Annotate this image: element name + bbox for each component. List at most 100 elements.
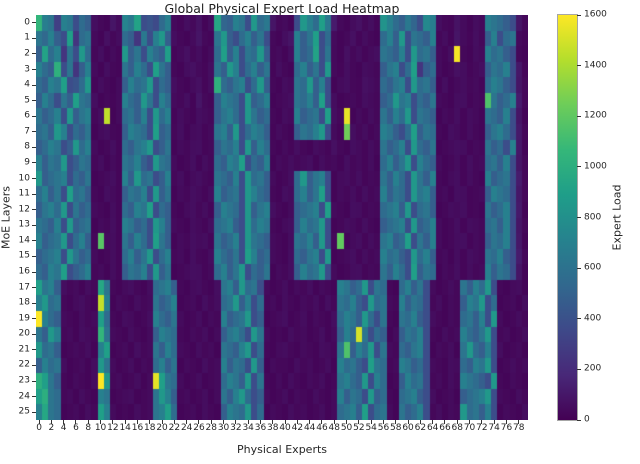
x-tick-mark bbox=[358, 420, 360, 424]
colorbar-tick-mark bbox=[577, 368, 581, 370]
chart-title: Global Physical Expert Load Heatmap bbox=[164, 1, 400, 16]
y-tick-label: 17 bbox=[18, 282, 30, 293]
x-tick-mark bbox=[493, 420, 495, 424]
x-tick-label: 20 bbox=[156, 423, 168, 433]
y-tick-mark bbox=[32, 396, 36, 398]
colorbar-tick-label: 400 bbox=[584, 313, 602, 324]
x-tick-label: 64 bbox=[426, 423, 439, 433]
x-tick-mark bbox=[87, 420, 89, 424]
x-tick-mark bbox=[407, 420, 409, 424]
x-tick-label: 72 bbox=[476, 423, 488, 433]
y-tick-mark bbox=[32, 100, 36, 102]
x-tick-label: 54 bbox=[365, 423, 377, 433]
colorbar-tick-label: 800 bbox=[584, 212, 602, 222]
colorbar-tick-label: 1000 bbox=[584, 161, 607, 172]
x-tick-mark bbox=[505, 420, 507, 424]
colorbar-tick-label: 600 bbox=[584, 262, 602, 273]
y-tick-mark bbox=[32, 302, 36, 304]
x-tick-mark bbox=[173, 420, 175, 424]
y-tick-mark bbox=[32, 333, 36, 335]
y-tick-label: 11 bbox=[18, 188, 30, 199]
y-tick-mark bbox=[32, 380, 36, 382]
x-axis-label: Physical Experts bbox=[236, 443, 328, 456]
x-tick-label: 74 bbox=[488, 423, 500, 433]
x-tick-mark bbox=[309, 420, 311, 424]
x-tick-mark bbox=[210, 420, 212, 424]
x-tick-mark bbox=[444, 420, 446, 424]
colorbar-tick-mark bbox=[577, 267, 581, 269]
y-tick-mark bbox=[32, 364, 36, 366]
x-tick-mark bbox=[124, 420, 126, 424]
x-tick-mark bbox=[272, 420, 274, 424]
x-tick-label: 16 bbox=[131, 423, 144, 433]
x-tick-mark bbox=[432, 420, 434, 424]
y-tick-label: 8 bbox=[24, 141, 30, 152]
x-tick-mark bbox=[38, 420, 40, 424]
y-tick-label: 25 bbox=[18, 406, 30, 417]
y-tick-mark bbox=[32, 146, 36, 148]
x-tick-label: 66 bbox=[439, 423, 451, 433]
y-tick-label: 12 bbox=[18, 204, 30, 215]
y-tick-label: 24 bbox=[18, 391, 30, 402]
x-tick-label: 12 bbox=[107, 423, 119, 433]
y-tick-label: 21 bbox=[18, 344, 30, 355]
colorbar-tick-mark bbox=[577, 65, 581, 67]
colorbar-tick-mark bbox=[577, 14, 581, 16]
y-tick-mark bbox=[32, 318, 36, 320]
y-tick-label: 1 bbox=[24, 32, 30, 43]
y-tick-mark bbox=[32, 209, 36, 211]
y-tick-label: 19 bbox=[18, 313, 30, 324]
x-tick-mark bbox=[419, 420, 421, 424]
x-tick-label: 18 bbox=[144, 423, 156, 433]
x-tick-mark bbox=[223, 420, 225, 424]
y-tick-label: 18 bbox=[18, 297, 30, 308]
colorbar-label: Expert Load bbox=[610, 184, 624, 251]
x-tick-label: 6 bbox=[73, 423, 79, 433]
x-tick-label: 68 bbox=[451, 423, 463, 433]
y-tick-mark bbox=[32, 84, 36, 86]
x-tick-mark bbox=[321, 420, 323, 424]
x-tick-mark bbox=[382, 420, 384, 424]
x-tick-label: 22 bbox=[168, 423, 181, 433]
x-tick-label: 28 bbox=[205, 423, 217, 433]
x-tick-mark bbox=[259, 420, 261, 424]
y-tick-mark bbox=[32, 240, 36, 242]
x-tick-label: 40 bbox=[279, 423, 291, 433]
colorbar bbox=[557, 14, 578, 421]
x-tick-label: 52 bbox=[353, 423, 365, 433]
colorbar-tick-label: 0 bbox=[584, 414, 590, 425]
x-tick-mark bbox=[198, 420, 200, 424]
y-axis-label: MoE Layers bbox=[0, 185, 13, 250]
y-tick-mark bbox=[32, 178, 36, 180]
x-tick-label: 76 bbox=[500, 423, 513, 433]
y-tick-mark bbox=[32, 255, 36, 257]
x-tick-mark bbox=[481, 420, 483, 424]
x-tick-mark bbox=[284, 420, 286, 424]
x-tick-mark bbox=[186, 420, 188, 424]
x-tick-label: 8 bbox=[85, 423, 92, 433]
x-tick-label: 0 bbox=[36, 423, 42, 433]
x-tick-label: 62 bbox=[414, 423, 427, 433]
x-tick-mark bbox=[518, 420, 520, 424]
y-tick-mark bbox=[32, 37, 36, 39]
x-tick-label: 56 bbox=[377, 423, 390, 433]
y-tick-mark bbox=[32, 224, 36, 226]
y-tick-label: 15 bbox=[18, 250, 30, 261]
x-tick-label: 24 bbox=[180, 423, 193, 433]
y-tick-mark bbox=[32, 22, 36, 24]
y-tick-label: 3 bbox=[24, 64, 30, 75]
y-tick-label: 2 bbox=[24, 48, 30, 59]
colorbar-tick-mark bbox=[577, 166, 581, 168]
y-tick-label: 4 bbox=[24, 79, 30, 90]
y-tick-label: 14 bbox=[18, 235, 30, 246]
y-tick-mark bbox=[32, 349, 36, 351]
x-tick-mark bbox=[395, 420, 397, 424]
y-tick-mark bbox=[32, 69, 36, 71]
x-tick-label: 38 bbox=[267, 423, 279, 433]
x-tick-label: 58 bbox=[390, 423, 402, 433]
x-tick-mark bbox=[235, 420, 237, 424]
x-tick-label: 14 bbox=[119, 423, 131, 433]
x-tick-mark bbox=[75, 420, 77, 424]
x-tick-mark bbox=[136, 420, 138, 424]
y-tick-mark bbox=[32, 271, 36, 273]
